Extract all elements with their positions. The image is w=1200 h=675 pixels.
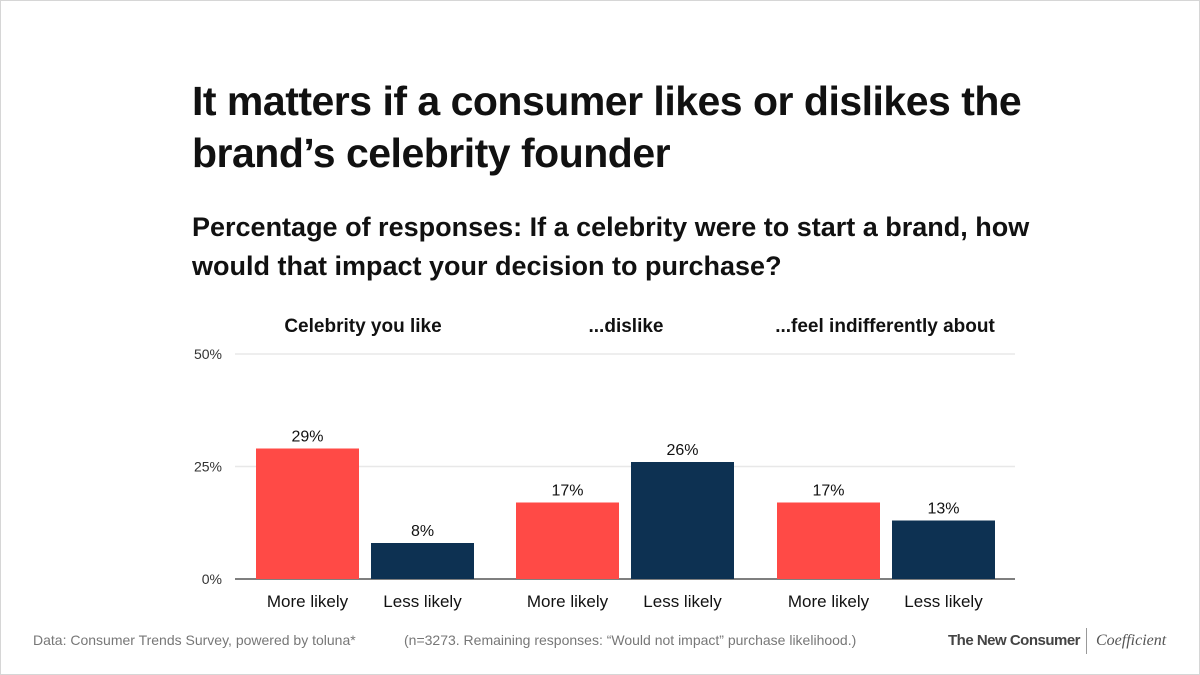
y-tick-label: 25% <box>194 459 222 475</box>
bar-more-likely <box>777 502 880 579</box>
data-label: 29% <box>291 429 323 446</box>
brand-logo-new-consumer: The New Consumer <box>948 632 1081 649</box>
data-label: 17% <box>812 483 844 500</box>
x-tick-label: Less likely <box>904 592 983 611</box>
data-label: 13% <box>927 501 959 518</box>
bar-less-likely <box>892 520 995 579</box>
bar-more-likely <box>516 502 619 579</box>
y-tick-label: 0% <box>202 571 222 587</box>
data-label: 8% <box>411 523 434 540</box>
y-tick-label: 50% <box>194 346 222 362</box>
brand-logo-coefficient: Coefficient <box>1096 632 1167 649</box>
group-header: Celebrity you like <box>284 316 441 337</box>
data-label: 26% <box>666 442 698 459</box>
chart-title: It matters if a consumer likes or dislik… <box>192 78 1022 176</box>
chart-subtitle: Percentage of responses: If a celebrity … <box>192 212 1030 281</box>
bar-less-likely <box>631 462 734 579</box>
brand-divider <box>1086 628 1087 654</box>
bar-chart: 0% 25% 50% Celebrity you like 29% More likely… <box>194 316 1015 611</box>
x-tick-label: More likely <box>267 592 349 611</box>
group-header: ...feel indifferently about <box>775 316 995 337</box>
source-note: Data: Consumer Trends Survey, powered by… <box>33 632 356 648</box>
bar-less-likely <box>371 543 474 579</box>
data-label: 17% <box>551 483 583 500</box>
x-tick-label: Less likely <box>643 592 722 611</box>
x-tick-label: Less likely <box>383 592 462 611</box>
x-tick-label: More likely <box>788 592 870 611</box>
x-tick-label: More likely <box>527 592 609 611</box>
sample-note: (n=3273. Remaining responses: “Would not… <box>404 632 857 648</box>
group-header: ...dislike <box>589 316 664 337</box>
bar-more-likely <box>256 448 359 579</box>
